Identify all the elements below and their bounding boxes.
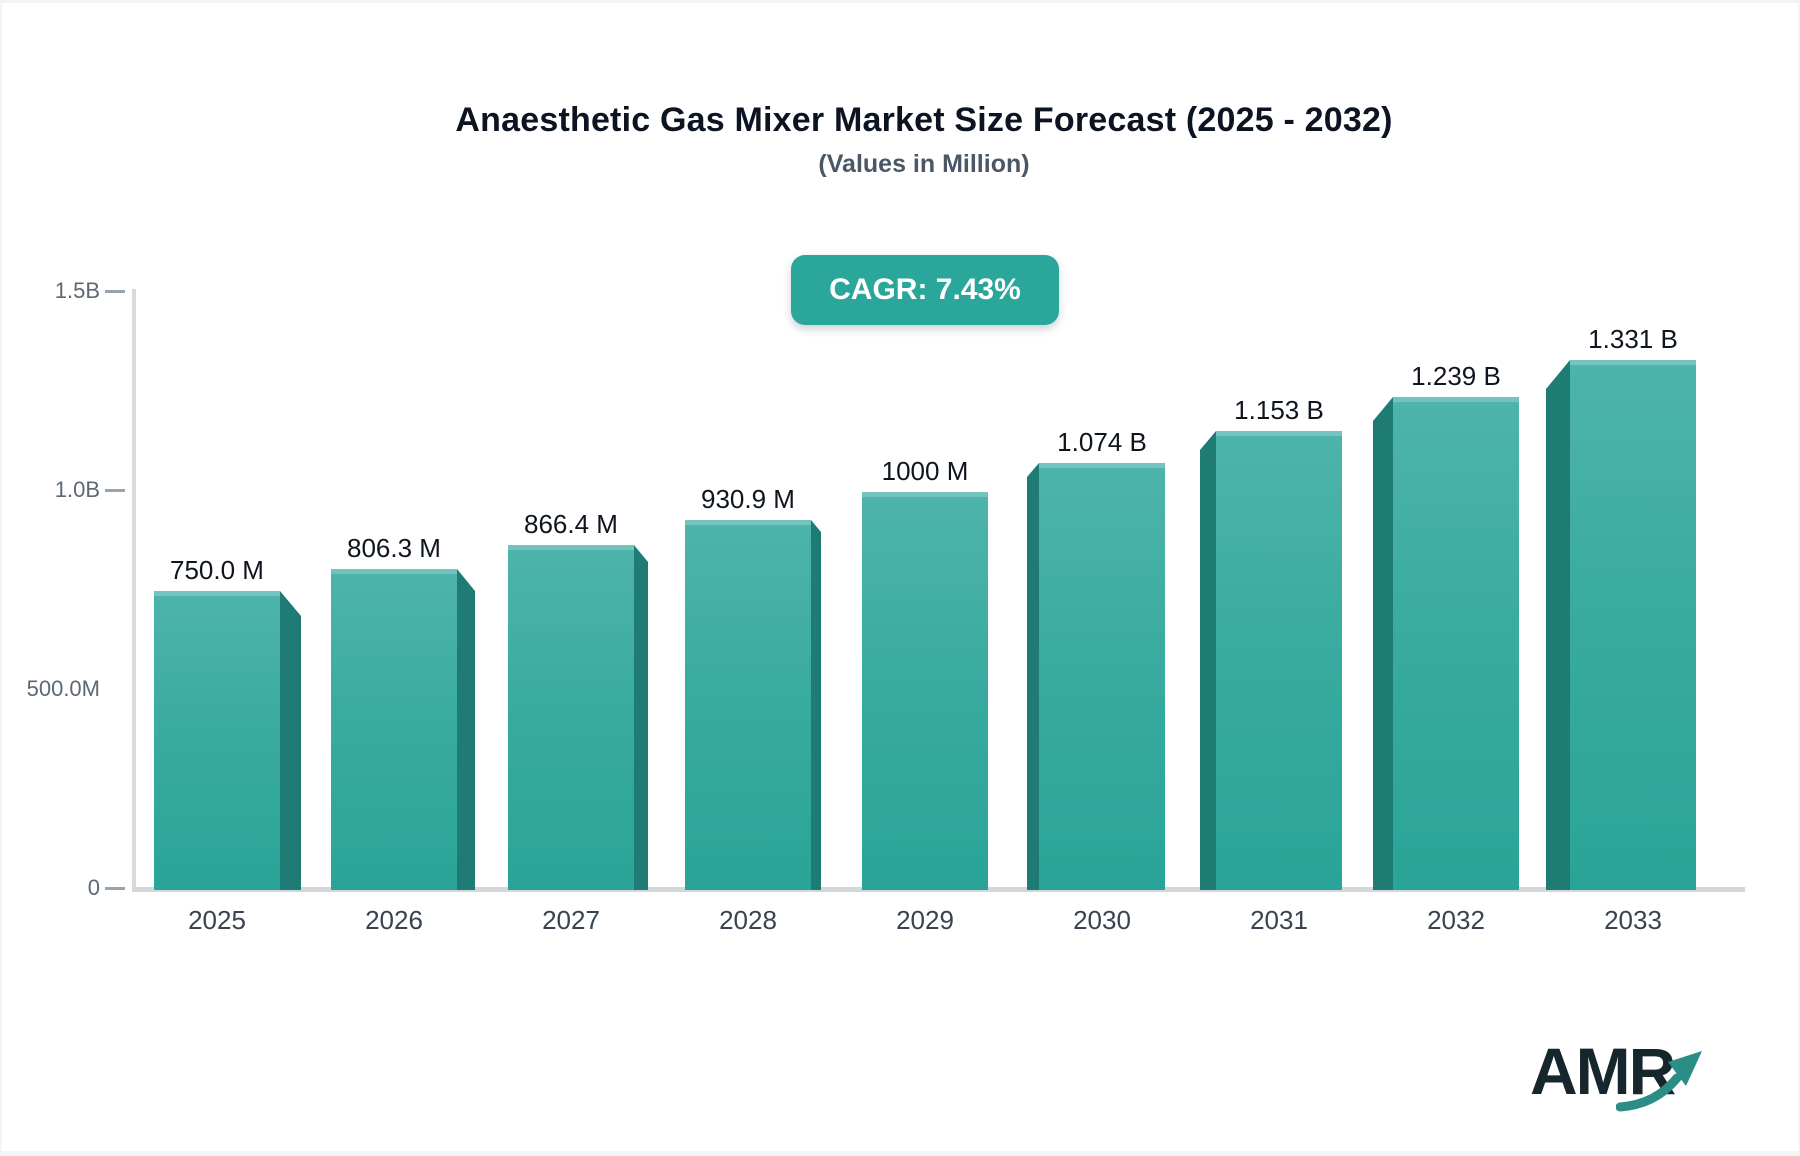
y-tick-label: 0: [87, 875, 100, 900]
bar-side-face: [1546, 360, 1570, 890]
bar-value-label: 750.0 M: [170, 555, 264, 585]
bar-face: [1393, 397, 1519, 890]
brand-logo: AMR: [1530, 1033, 1770, 1123]
bar-face: [331, 569, 457, 890]
bar-2028: [685, 520, 821, 890]
bar-2027: [508, 545, 648, 890]
cagr-badge: CAGR: 7.43%: [791, 255, 1059, 325]
x-tick-label-2031: 2031: [1250, 905, 1308, 935]
bar-face: [685, 520, 811, 890]
bar-value-label: 930.9 M: [701, 484, 795, 514]
bar-side-face: [811, 520, 821, 890]
bar-face: [1570, 360, 1696, 890]
bar-face: [862, 492, 988, 890]
bar-side-face: [1373, 397, 1393, 890]
bar-side-face: [1027, 463, 1039, 890]
bar-value-label: 806.3 M: [347, 533, 441, 563]
x-tick-label-2026: 2026: [365, 905, 423, 935]
bar-2033: [1546, 360, 1696, 890]
x-tick-label-2028: 2028: [719, 905, 777, 935]
bar-2031: [1200, 431, 1342, 890]
bar-side-face: [634, 545, 648, 890]
page-title: Anaesthetic Gas Mixer Market Size Foreca…: [455, 101, 1393, 139]
y-tick-dash: [105, 489, 125, 492]
bar-2029: [862, 492, 988, 890]
x-tick-label-2032: 2032: [1427, 905, 1485, 935]
chart-card: Anaesthetic Gas Mixer Market Size Foreca…: [2, 3, 1798, 1151]
y-axis-line: [132, 289, 136, 892]
page-subtitle: (Values in Million): [818, 150, 1030, 178]
bar-value-label: 1.074 B: [1057, 427, 1147, 457]
bar-value-label: 1.153 B: [1234, 395, 1324, 425]
y-tick-dash: [105, 887, 125, 890]
y-tick-label: 1.5B: [54, 278, 100, 303]
y-tick-label: 1.0B: [54, 477, 100, 502]
bar-2032: [1373, 397, 1519, 890]
bar-2030: [1027, 463, 1165, 890]
bar-side-face: [280, 591, 301, 890]
bar-side-face: [457, 569, 475, 890]
bar-side-face: [1200, 431, 1216, 890]
bar-value-label: 1.239 B: [1411, 361, 1501, 391]
x-tick-label-2025: 2025: [188, 905, 246, 935]
bar-face: [154, 591, 280, 890]
growth-arrow-icon: [1616, 1051, 1702, 1112]
bar-2026: [331, 569, 475, 890]
x-tick-label-2030: 2030: [1073, 905, 1131, 935]
bar-face: [1216, 431, 1342, 890]
bar-face: [1039, 463, 1165, 890]
bar-2025: [154, 591, 301, 890]
bar-value-label: 1.331 B: [1588, 324, 1678, 354]
bar-value-label: 1000 M: [881, 456, 969, 486]
x-tick-label-2027: 2027: [542, 905, 600, 935]
x-tick-label-2029: 2029: [896, 905, 954, 935]
bar-face: [508, 545, 634, 890]
y-tick-label: 500.0M: [26, 676, 100, 701]
x-tick-label-2033: 2033: [1604, 905, 1662, 935]
y-tick-dash: [105, 290, 125, 293]
bar-value-label: 866.4 M: [524, 509, 618, 539]
